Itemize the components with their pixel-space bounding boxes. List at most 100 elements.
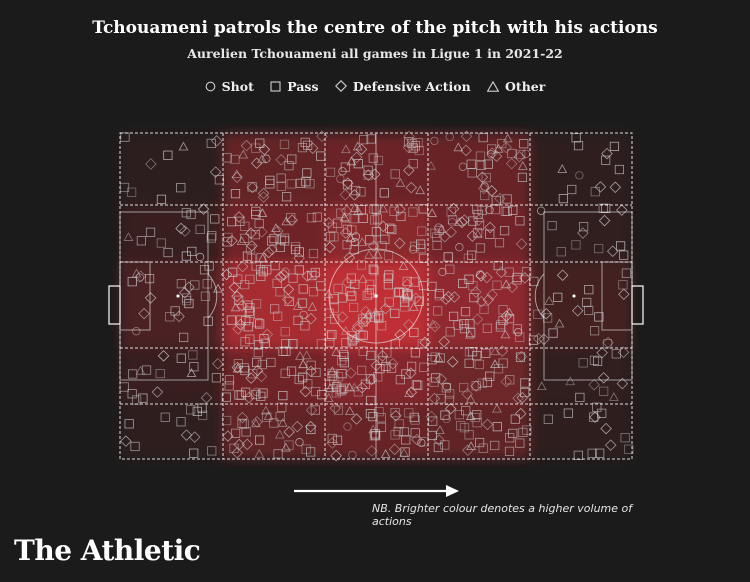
- pass-marker: [345, 286, 355, 297]
- pass-marker: [578, 358, 588, 368]
- defensive-action-marker: [231, 290, 243, 303]
- pass-marker: [601, 155, 611, 165]
- other-marker: [135, 365, 146, 375]
- defensive-action-marker: [486, 147, 498, 159]
- defensive-action-marker: [348, 189, 361, 201]
- defensive-action-marker: [255, 370, 268, 383]
- pass-marker: [288, 273, 298, 283]
- defensive-action-marker: [444, 402, 457, 415]
- other-marker: [178, 141, 189, 151]
- pass-marker: [459, 382, 469, 393]
- defensive-action-marker: [484, 221, 496, 234]
- pass-marker: [430, 373, 441, 383]
- pass-marker: [356, 187, 366, 197]
- defensive-action-marker: [200, 392, 213, 404]
- defensive-action-marker: [226, 234, 238, 247]
- defensive-action-marker: [246, 240, 258, 252]
- defensive-action-marker: [350, 151, 363, 164]
- defensive-action-marker: [616, 377, 629, 390]
- pass-marker: [369, 431, 379, 441]
- pass-marker: [516, 149, 526, 160]
- pass-marker: [474, 359, 484, 370]
- pass-marker: [459, 423, 470, 433]
- pass-marker: [337, 356, 347, 366]
- pass-marker: [464, 430, 474, 440]
- pass-marker: [571, 240, 581, 250]
- pass-marker: [446, 207, 456, 217]
- pass-marker: [242, 300, 253, 310]
- defensive-action-marker: [262, 246, 275, 259]
- defensive-action-marker: [405, 181, 418, 194]
- shot-marker: [195, 252, 205, 262]
- pass-marker: [136, 236, 146, 246]
- pass-marker: [280, 327, 290, 337]
- other-marker: [364, 249, 374, 259]
- pass-marker: [229, 443, 239, 453]
- pass-marker: [308, 248, 319, 259]
- other-marker: [186, 368, 197, 377]
- defensive-action-marker: [393, 237, 406, 250]
- other-marker: [344, 382, 355, 392]
- pass-marker: [233, 359, 243, 369]
- pass-marker: [295, 178, 306, 188]
- pass-marker: [176, 417, 186, 427]
- pass-marker: [206, 138, 216, 149]
- pass-marker: [214, 175, 224, 185]
- pass-marker: [294, 265, 304, 275]
- defensive-action-marker: [482, 293, 495, 306]
- pass-marker: [508, 428, 518, 439]
- other-marker: [323, 392, 334, 402]
- pass-marker: [517, 172, 528, 182]
- heat-cell-r1-c0: [120, 205, 223, 262]
- other-marker: [554, 318, 565, 328]
- defensive-action-marker: [390, 409, 402, 422]
- pass-marker: [253, 340, 264, 350]
- pass-marker: [330, 314, 340, 324]
- defensive-action-marker: [532, 332, 545, 345]
- pass-marker: [230, 154, 240, 165]
- pass-marker: [459, 319, 469, 329]
- other-marker: [465, 411, 476, 420]
- pass-marker: [528, 335, 539, 345]
- heat-cell-r0-c4: [530, 133, 632, 205]
- pass-marker: [520, 378, 530, 388]
- defensive-action-marker: [500, 375, 513, 388]
- pass-marker: [127, 187, 137, 197]
- pass-marker: [255, 435, 265, 445]
- defensive-action-marker: [495, 266, 508, 279]
- pass-marker: [390, 430, 400, 440]
- pass-marker: [244, 306, 254, 316]
- defensive-action-marker: [514, 407, 527, 420]
- pass-marker: [226, 315, 236, 325]
- pass-marker: [478, 132, 488, 143]
- pass-marker: [573, 450, 583, 460]
- pass-marker: [221, 392, 231, 402]
- legend-item-other: Other: [486, 79, 545, 94]
- pass-marker: [473, 209, 483, 220]
- other-marker: [493, 143, 504, 153]
- pass-marker: [567, 184, 577, 195]
- defensive-action-marker: [222, 430, 234, 442]
- pass-marker: [282, 192, 292, 202]
- defensive-action-marker: [291, 420, 304, 433]
- pass-marker: [510, 414, 520, 424]
- pass-marker: [373, 155, 384, 166]
- pass-marker: [624, 444, 634, 454]
- shot-marker: [438, 267, 447, 277]
- pass-marker: [508, 205, 518, 215]
- pass-marker: [245, 244, 256, 254]
- defensive-action-marker: [144, 292, 157, 304]
- pass-marker: [529, 276, 539, 287]
- pass-marker: [575, 392, 585, 403]
- defensive-action-marker: [342, 177, 354, 189]
- pass-marker: [614, 164, 625, 175]
- pass-marker: [394, 287, 404, 297]
- pass-marker: [312, 212, 323, 222]
- pass-marker: [251, 143, 261, 153]
- pass-marker: [494, 238, 505, 248]
- pass-marker: [349, 302, 359, 313]
- pass-marker: [286, 366, 297, 376]
- pass-marker: [224, 381, 234, 391]
- pass-marker: [298, 284, 308, 294]
- pass-marker: [578, 222, 589, 232]
